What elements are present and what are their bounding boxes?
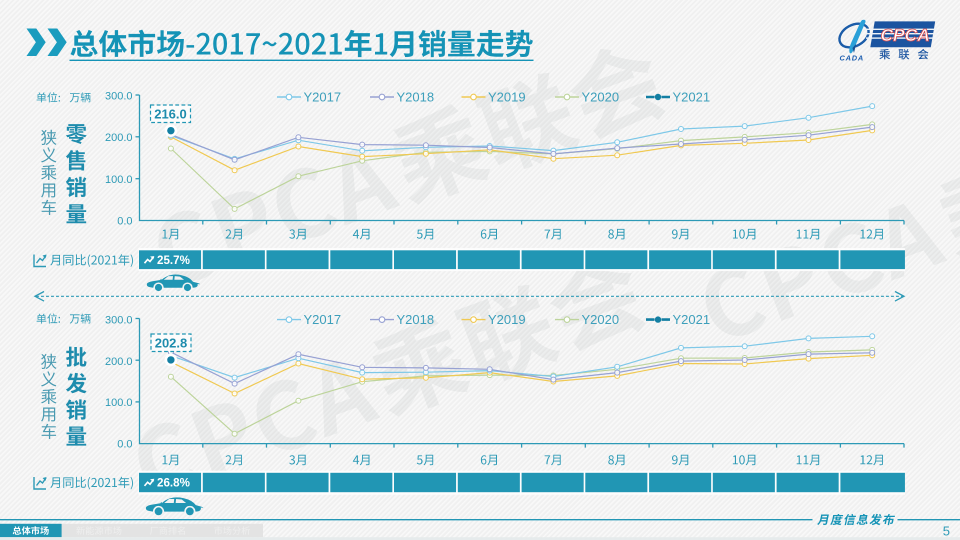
svg-text:Y2017: Y2017	[304, 90, 342, 105]
svg-text:0.0: 0.0	[117, 439, 132, 451]
svg-text:200.0: 200.0	[105, 356, 133, 368]
svg-text:Y2021: Y2021	[673, 312, 711, 327]
svg-text:Y2019: Y2019	[488, 312, 526, 327]
svg-text:100.0: 100.0	[105, 174, 133, 186]
svg-text:100.0: 100.0	[105, 397, 133, 409]
svg-text:216.0: 216.0	[154, 107, 187, 122]
svg-text:Y2017: Y2017	[304, 312, 342, 327]
svg-text:CPCA: CPCA	[881, 25, 930, 45]
svg-text:200.0: 200.0	[105, 132, 133, 144]
svg-text:300.0: 300.0	[105, 91, 133, 103]
svg-text:Y2021: Y2021	[673, 90, 711, 105]
svg-text:Y2020: Y2020	[582, 312, 620, 327]
svg-text:300.0: 300.0	[105, 315, 133, 327]
svg-text:25.7%: 25.7%	[157, 254, 190, 267]
svg-text:Y2019: Y2019	[488, 90, 526, 105]
svg-text:5: 5	[943, 524, 950, 539]
svg-text:0.0: 0.0	[117, 215, 132, 227]
svg-text:Y2018: Y2018	[397, 90, 435, 105]
svg-text:26.8%: 26.8%	[157, 477, 190, 490]
svg-text:Y2018: Y2018	[397, 312, 435, 327]
svg-text:202.8: 202.8	[155, 336, 188, 351]
svg-text:Y2020: Y2020	[582, 90, 620, 105]
svg-text:CADA: CADA	[840, 54, 865, 63]
